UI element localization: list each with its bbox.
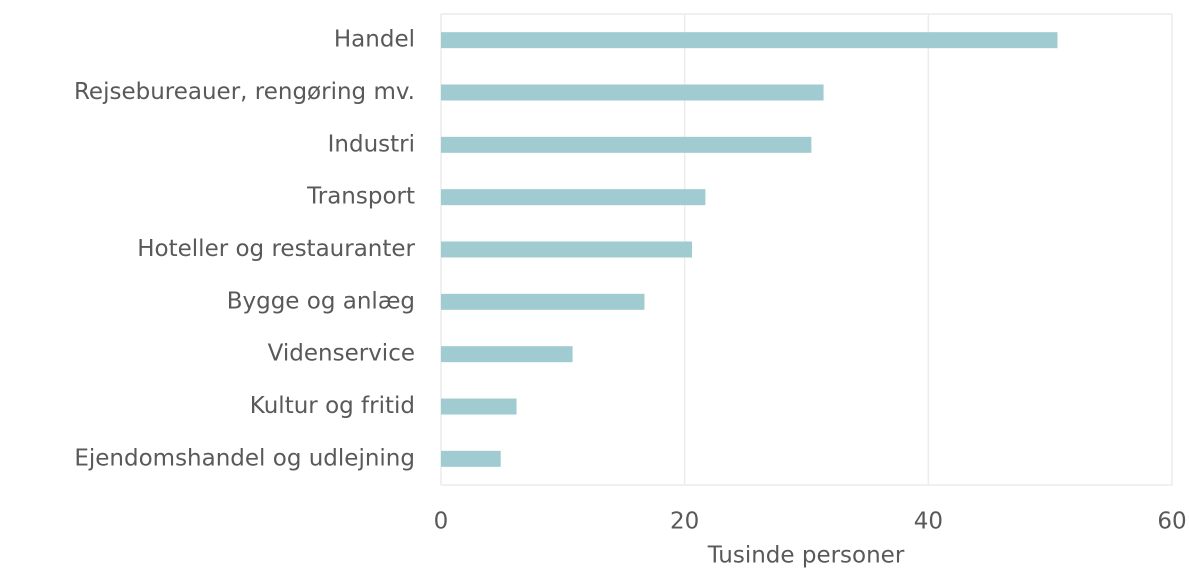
y-tick-label: Bygge og anlæg: [227, 288, 415, 314]
bar: [441, 293, 645, 310]
bar: [441, 346, 573, 363]
y-tick-label: Handel: [334, 27, 415, 53]
x-tick-label: 40: [914, 509, 943, 535]
y-tick-label: Industri: [328, 131, 415, 157]
y-tick-label: Rejsebureauer, rengøring mv.: [74, 79, 415, 105]
y-tick-label: Videnservice: [268, 341, 415, 367]
bar: [441, 241, 692, 258]
bar: [441, 136, 812, 153]
x-tick-label: 0: [434, 509, 449, 535]
x-tick-label: 60: [1157, 509, 1186, 535]
bar: [441, 32, 1058, 49]
bar: [441, 189, 706, 206]
bar: [441, 84, 824, 101]
y-tick-label: Hoteller og restauranter: [137, 236, 415, 262]
y-tick-label: Transport: [306, 184, 415, 210]
x-axis-label: Tusinde personer: [707, 543, 905, 569]
bar: [441, 450, 501, 467]
bar: [441, 398, 517, 415]
y-tick-label: Ejendomshandel og udlejning: [74, 445, 415, 471]
x-tick-label: 20: [670, 509, 699, 535]
y-tick-label: Kultur og fritid: [250, 393, 415, 419]
